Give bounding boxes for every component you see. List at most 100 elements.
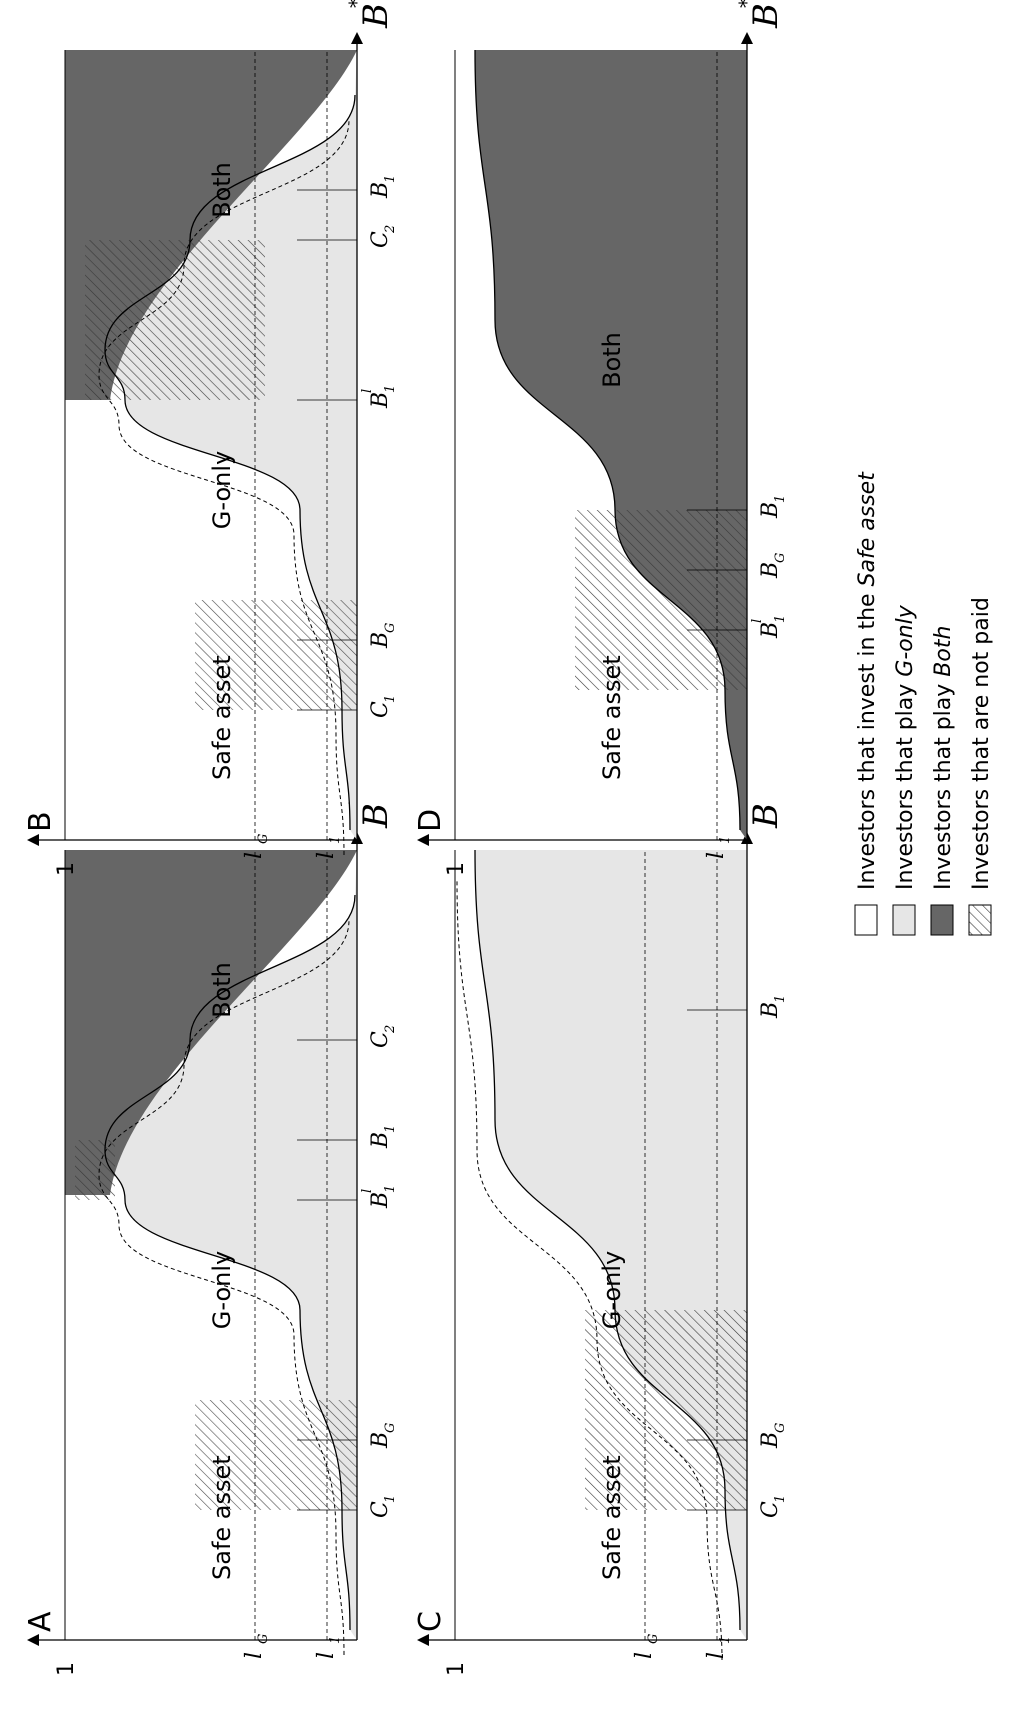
x-axis-label: B [356,803,396,829]
x-axis-label-sup: * [734,0,758,8]
legend-item-hatch: Investors that are not paid [968,597,994,936]
lG-label: l [242,1652,267,1659]
tick-label: C [368,701,393,718]
legend-item-safe: Investors that invest in the Safe asset [854,471,880,936]
y-axis-arrow [27,1634,39,1646]
l1-label: l [704,852,729,859]
curve-main [104,94,356,831]
tick-label: B [368,1432,393,1449]
y-top-label: 1 [54,862,79,876]
x-axis-label: B [746,3,786,29]
tick-label: B [758,562,783,579]
region-label-both: Both [598,332,626,388]
legend-text-prefix: Investors that play [931,677,956,890]
panel-letter: B [23,811,58,832]
region-label-safe-asset: Safe asset [208,655,236,780]
region-g-only-fill [105,850,357,1640]
tick-label-sub: 1 [773,615,788,623]
region-not-paid [585,1310,747,1510]
region-not-paid-left [195,1400,357,1510]
l1-sub: 1 [328,1636,343,1644]
region-g-only-fill [475,850,747,1640]
tick-label: C [368,1501,393,1518]
region-not-paid [575,510,747,690]
region-not-paid-left [195,600,357,710]
tick-label-sub: G [383,1423,398,1433]
region-both-fill [65,850,357,1195]
region-label-both: Both [208,962,236,1018]
legend-text-prefix: Investors that are not paid [969,597,994,890]
lG-label: l [242,852,267,859]
tick-label-sub: G [773,1423,788,1433]
y-axis-arrow [27,834,39,846]
y-axis-arrow [417,1634,429,1646]
tick-label: B [758,622,783,639]
legend-item-g-only: Investors that play G-only [892,604,918,936]
tick-label-sub: G [773,553,788,563]
tick-label-sub: 1 [383,1495,398,1503]
curve-dashed [456,879,723,1661]
curve-main [104,894,356,1631]
tick-label: B [758,1002,783,1019]
legend-item-both: Investors that play Both [930,626,956,936]
lG-label: l [632,1652,657,1659]
tick-label-sub: 2 [383,225,398,234]
region-label-safe-asset: Safe asset [598,655,626,780]
curve-main [474,49,741,831]
tick-label-sub: G [383,623,398,633]
legend-text-prefix: Investors that play [893,677,918,890]
legend-swatch [968,904,992,936]
region-not-paid-right [75,1140,115,1200]
y-top-label: 1 [444,862,469,876]
tick-label: B [758,502,783,519]
region-label-both: Both [208,162,236,218]
tick-label-sub: 1 [773,1495,788,1503]
region-label-g-only: G-only [208,451,236,529]
l1-sub: 1 [328,836,343,844]
region-label-safe-asset: Safe asset [208,1455,236,1580]
region-label-g-only: G-only [598,1251,626,1329]
tick-label-sub: 1 [773,495,788,503]
tick-label-sub: 1 [383,175,398,183]
y-top-label: 1 [444,1662,469,1676]
x-axis-label: B [356,3,396,29]
region-label-safe-asset: Safe asset [598,1455,626,1580]
y-axis-arrow [417,834,429,846]
x-axis-arrow [741,32,753,44]
region-g-only-fill [105,50,357,840]
curve-dashed [98,919,350,1656]
legend-text-emph: Both [931,626,956,677]
tick-label-sub: 1 [773,995,788,1003]
x-axis-label-sup: * [344,0,368,8]
tick-label-sub: 1 [383,695,398,703]
panel-letter: D [413,809,448,832]
l1-sub: 1 [718,836,733,844]
legend-text: Investors that are not paid [969,597,994,890]
panel-letter: C [413,1611,448,1632]
curve-dashed [98,119,350,856]
tick-label: C [368,231,393,248]
legend-text-prefix: Investors that invest in the [855,586,880,890]
tick-label-sub: 1 [383,1125,398,1133]
y-top-label: 1 [54,1662,79,1676]
l1-sub: 1 [718,1636,733,1644]
tick-label: B [368,182,393,199]
legend-text: Investors that play Both [931,626,956,890]
region-both-fill [475,50,747,840]
legend-swatch [930,904,954,936]
region-not-paid-right [85,240,265,400]
legend: Investors that invest in the Safe assetI… [854,471,994,936]
legend-swatch [854,904,878,936]
tick-label-sub: 1 [383,385,398,393]
legend-text: Investors that invest in the Safe asset [855,471,880,890]
tick-label: B [758,1432,783,1449]
legend-swatch [892,904,916,936]
legend-text-emph: G-only [893,604,918,677]
tick-label-sup: l [360,389,375,393]
